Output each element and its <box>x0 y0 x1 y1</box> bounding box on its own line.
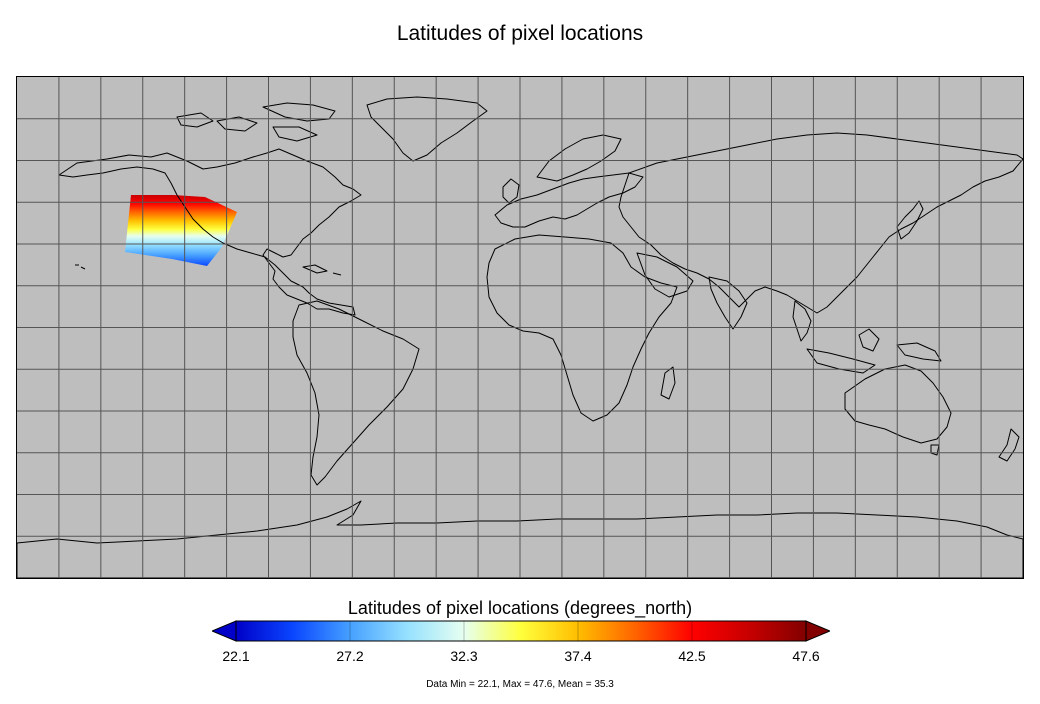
colorbar <box>212 620 830 642</box>
colorbar-title: Latitudes of pixel locations (degrees_no… <box>347 598 693 618</box>
coast-japan <box>896 200 924 240</box>
colorbar-tick-label: 27.2 <box>336 648 364 664</box>
colorbar-bar <box>235 620 807 642</box>
coast-tasmania <box>930 444 940 456</box>
coast-antarctica <box>17 500 1023 578</box>
coast-scandinavia <box>536 134 622 182</box>
coast-asia <box>618 132 1023 314</box>
coast-europe <box>494 172 644 228</box>
coast-indonesia <box>806 328 880 374</box>
colorbar-tick-label: 32.3 <box>450 648 478 664</box>
map-title: Latitudes of pixel locations <box>396 22 644 45</box>
world-map <box>17 77 1023 578</box>
graticule <box>17 77 1023 578</box>
map-panel <box>16 76 1024 579</box>
coastlines <box>17 96 1023 578</box>
coast-greenland <box>366 96 488 162</box>
coast-arabia <box>636 252 694 298</box>
colorbar-low-arrow <box>212 620 237 642</box>
coast-south-america <box>292 300 420 486</box>
coast-australia <box>844 364 952 444</box>
coast-southeast-asia <box>792 300 812 342</box>
coast-hawaii <box>75 264 86 270</box>
coast-madagascar <box>660 366 676 400</box>
coast-arctic-islands <box>176 102 336 142</box>
coast-new-guinea <box>896 342 942 362</box>
colorbar-tick-label: 47.6 <box>792 648 820 664</box>
data-stats: Data Min = 22.1, Max = 47.6, Mean = 35.3 <box>426 679 614 690</box>
colorbar-tick-label: 22.1 <box>222 648 250 664</box>
colorbar-tick-label: 42.5 <box>678 648 706 664</box>
coast-new-zealand <box>998 428 1020 462</box>
colorbar-ticks <box>349 621 693 641</box>
colorbar-tick-label: 37.4 <box>564 648 592 664</box>
colorbar-high-arrow <box>805 620 830 642</box>
coast-caribbean <box>302 264 342 276</box>
coast-british-isles <box>502 178 520 204</box>
coast-india <box>708 276 748 330</box>
coast-north-america <box>58 148 362 316</box>
latitude-swath <box>125 195 237 266</box>
